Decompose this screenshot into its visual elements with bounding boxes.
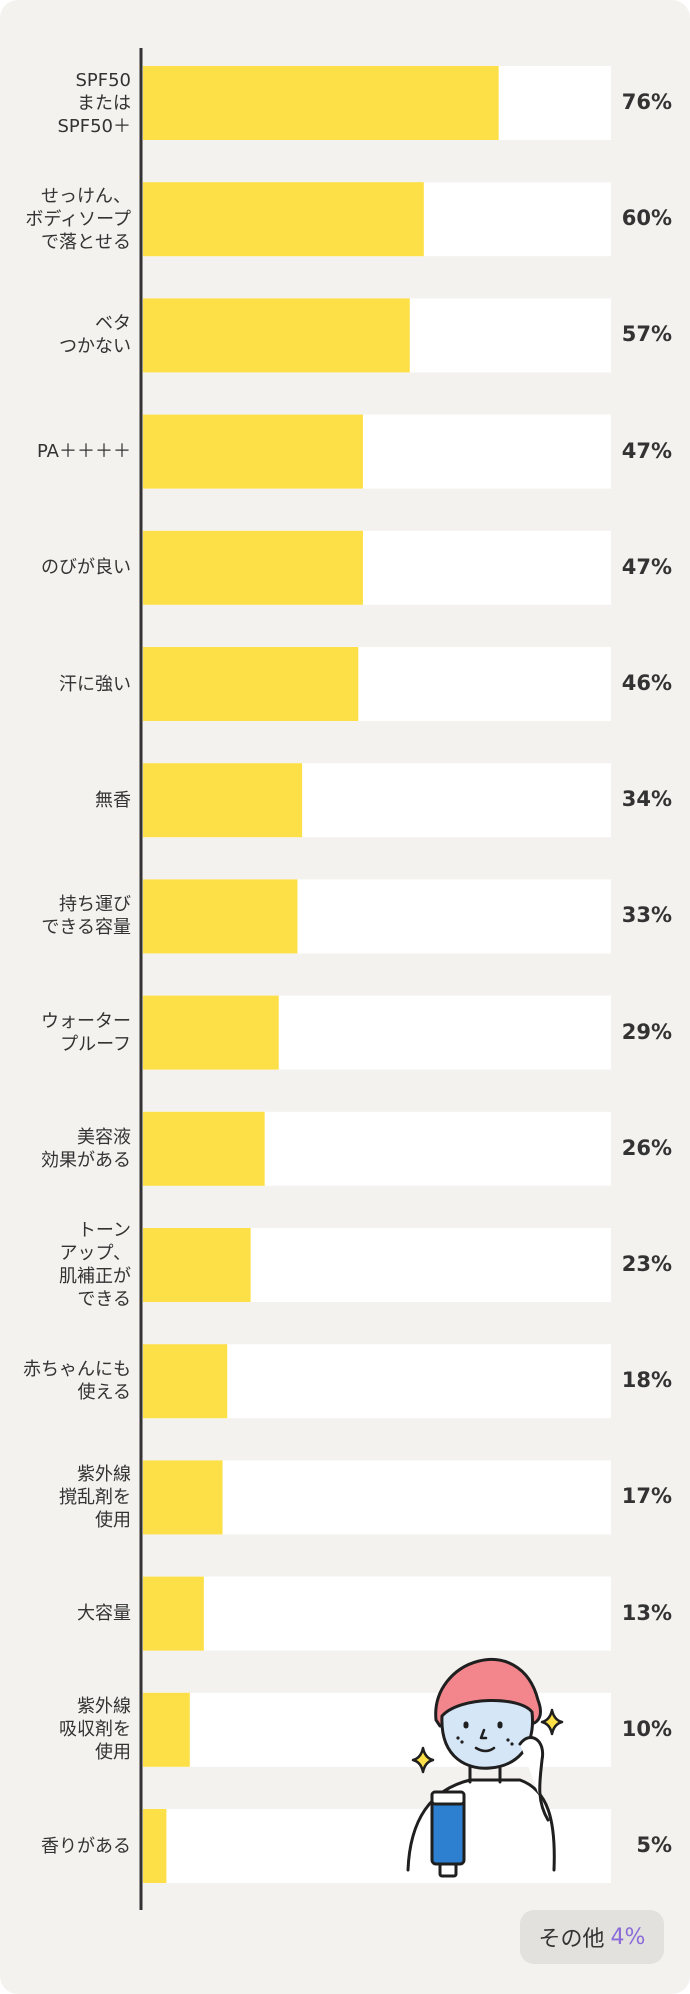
bar: [143, 1692, 190, 1767]
person-with-sunscreen-illustration: [406, 1658, 564, 1878]
value-label: 18%: [621, 1368, 672, 1393]
bar: [143, 995, 279, 1070]
bar: [143, 1111, 265, 1186]
value-label: 13%: [621, 1600, 672, 1625]
other-label: その他: [538, 1927, 605, 1952]
value-label: 34%: [621, 787, 672, 812]
bar: [143, 879, 298, 954]
category-label: 大容量: [77, 1603, 131, 1625]
category-label: 香りがある: [41, 1835, 131, 1857]
category-label: 美容液 効果がある: [41, 1126, 131, 1171]
bar: [143, 1228, 251, 1302]
bar: [143, 1460, 223, 1535]
category-label: 汗に強い: [59, 673, 131, 695]
bar: [143, 66, 499, 140]
value-label: 33%: [621, 903, 672, 928]
value-label: 23%: [621, 1252, 672, 1276]
category-label: 無香: [95, 789, 131, 811]
value-label: 76%: [621, 90, 672, 114]
category-label: 紫外線 撹乱剤を 使用: [59, 1463, 131, 1531]
value-label: 57%: [621, 322, 672, 347]
category-label: SPF50 または SPF50＋: [57, 69, 131, 137]
value-label: 26%: [621, 1135, 672, 1160]
bars: [143, 66, 499, 1883]
bar: [143, 1809, 167, 1883]
value-label: 60%: [621, 206, 672, 231]
category-label: ウォーター プルーフ: [41, 1010, 131, 1055]
bar-track: [143, 1576, 611, 1651]
bar: [143, 182, 424, 257]
category-label: 赤ちゃんにも 使える: [23, 1359, 131, 1404]
bar: [143, 1576, 204, 1651]
other-badge: その他 4%: [520, 1910, 664, 1964]
value-label: 29%: [621, 1019, 672, 1044]
value-label: 5%: [636, 1833, 672, 1857]
value-label: 46%: [621, 671, 672, 695]
category-label: トーン アップ、 肌補正が できる: [59, 1220, 131, 1310]
category-label: 持ち運び できる容量: [41, 894, 131, 939]
bar: [143, 530, 363, 605]
category-label: のびが良い: [41, 557, 131, 579]
category-label: ベタ つかない: [59, 313, 131, 358]
value-label: 10%: [621, 1716, 672, 1741]
value-label: 17%: [621, 1484, 672, 1509]
bar: [143, 298, 410, 373]
bar: [143, 1344, 228, 1419]
category-label: PA＋＋＋＋: [36, 441, 131, 463]
value-label: 47%: [621, 554, 672, 579]
category-label: 紫外線 吸収剤を 使用: [59, 1696, 131, 1764]
bar: [143, 647, 359, 721]
value-label: 47%: [621, 438, 672, 463]
bar: [143, 414, 363, 489]
category-label: せっけん、 ボディソープ で落とせる: [25, 185, 131, 253]
other-value: 4%: [610, 1924, 646, 1950]
bar: [143, 763, 303, 838]
